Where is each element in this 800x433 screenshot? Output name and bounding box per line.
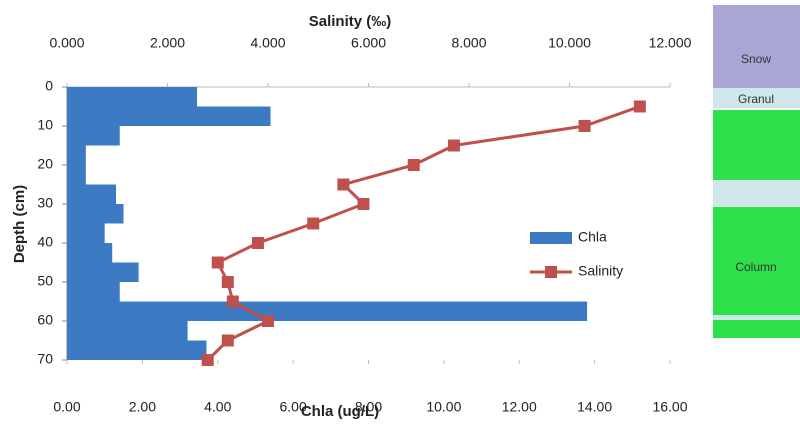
column-layer (713, 320, 800, 338)
bar (67, 282, 120, 302)
x2-tick-label: 10.000 (548, 35, 591, 51)
layer-label: Granul (738, 92, 774, 106)
bar (67, 204, 124, 224)
column-layer (713, 207, 800, 315)
bar (67, 106, 271, 126)
legend-label: Salinity (578, 263, 623, 279)
x-tick-label: 12.00 (502, 399, 537, 415)
y-axis-title: Depth (cm) (11, 185, 28, 263)
marker (251, 237, 264, 249)
bar (67, 301, 588, 321)
layer-label: Column (735, 260, 776, 274)
y-tick-label: 40 (37, 234, 53, 250)
marker (221, 276, 234, 288)
bar (67, 243, 113, 263)
x-tick-label: 6.00 (280, 399, 307, 415)
bar (67, 87, 198, 107)
bar (67, 165, 86, 185)
bar (67, 262, 139, 282)
granular-layer (713, 180, 800, 207)
y-tick-label: 10 (37, 117, 53, 133)
marker (407, 159, 420, 171)
granular-layer (713, 315, 800, 320)
marker (633, 100, 646, 113)
x2-tick-label: 12.000 (649, 35, 692, 51)
x-tick-label: 2.00 (129, 399, 156, 415)
column-layer (713, 110, 800, 180)
top-axis-title: Salinity (‰) (309, 13, 392, 30)
x-tick-label: 10.00 (426, 399, 461, 415)
marker (211, 256, 224, 269)
x-tick-label: 16.00 (652, 399, 687, 415)
bar (67, 223, 105, 243)
y-tick-label: 20 (37, 156, 53, 172)
marker (226, 295, 239, 308)
x2-tick-label: 4.000 (250, 35, 285, 51)
legend-swatch (545, 266, 557, 278)
bottom-axis-title: Chla (ug/L) (301, 403, 379, 420)
marker (578, 120, 591, 132)
marker (262, 315, 274, 327)
x2-tick-label: 8.000 (451, 35, 486, 51)
y-tick-label: 60 (37, 312, 53, 328)
legend-swatch (530, 232, 572, 244)
snow-layer (713, 5, 800, 88)
bar (67, 340, 207, 360)
bar (67, 321, 188, 341)
marker (337, 178, 350, 191)
marker (221, 334, 234, 347)
y-tick-label: 50 (37, 273, 53, 289)
x-tick-label: 14.00 (577, 399, 612, 415)
marker (307, 217, 320, 230)
bar (67, 184, 116, 204)
x-tick-label: 4.00 (204, 399, 231, 415)
layer-panel: Snow Granul Column (713, 5, 800, 338)
marker (447, 139, 460, 152)
bar (67, 126, 120, 146)
marker (357, 198, 370, 210)
granular-layer (713, 88, 800, 108)
legend-label: Chla (578, 229, 607, 245)
bar (67, 145, 86, 165)
x2-tick-label: 0.000 (49, 35, 84, 51)
x2-tick-label: 6.000 (351, 35, 386, 51)
layer-label: Snow (741, 52, 771, 66)
y-tick-label: 30 (37, 195, 53, 211)
x-tick-label: 0.00 (53, 399, 80, 415)
y-tick-label: 70 (37, 351, 53, 367)
x-tick-label: 8.00 (355, 399, 382, 415)
y-tick-label: 0 (45, 78, 53, 94)
marker (201, 354, 214, 366)
x2-tick-label: 2.000 (150, 35, 185, 51)
